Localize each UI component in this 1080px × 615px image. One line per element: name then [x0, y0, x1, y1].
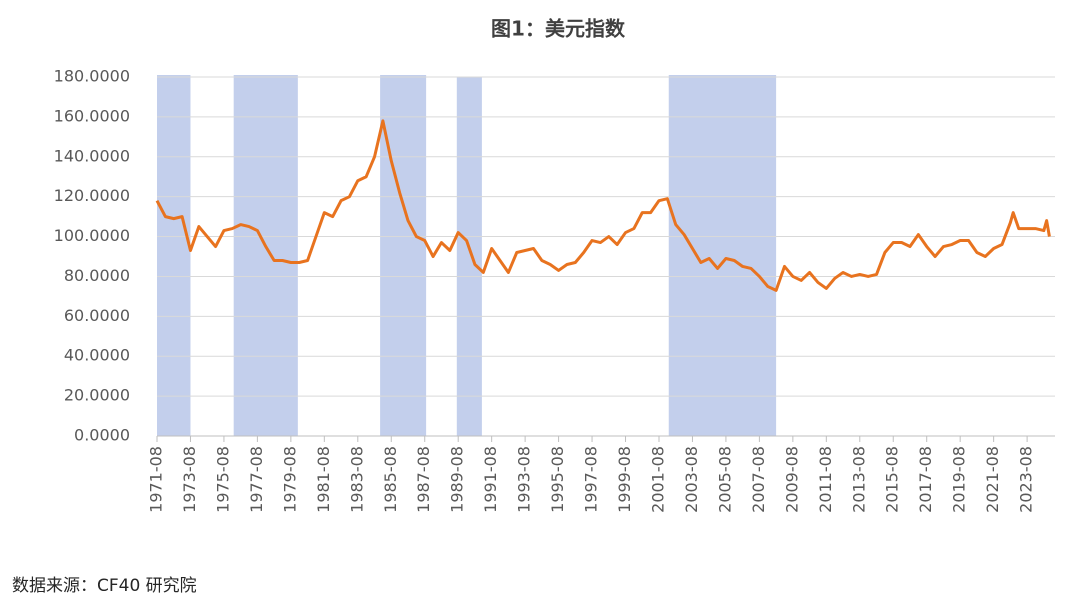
x-tick-label: 1983-08: [347, 446, 366, 513]
x-tick-label: 2023-08: [1017, 446, 1036, 513]
y-tick-label: 60.0000: [64, 306, 130, 325]
y-tick-label: 0.0000: [74, 426, 130, 445]
y-tick-label: 40.0000: [64, 346, 130, 365]
y-tick-label: 100.0000: [54, 226, 130, 245]
x-tick-label: 1995-08: [548, 446, 567, 513]
x-tick-label: 2019-08: [950, 446, 969, 513]
shaded-band: [456, 77, 482, 436]
shaded-band: [380, 75, 427, 436]
x-tick-label: 2003-08: [682, 446, 701, 513]
y-tick-label: 80.0000: [64, 266, 130, 285]
x-tick-label: 1985-08: [381, 446, 400, 513]
x-tick-label: 2005-08: [715, 446, 734, 513]
x-tick-label: 1989-08: [448, 446, 467, 513]
x-tick-label: 2013-08: [849, 446, 868, 513]
x-tick-label: 1977-08: [247, 446, 266, 513]
x-tick-label: 2011-08: [816, 446, 835, 513]
x-tick-label: 1981-08: [314, 446, 333, 513]
x-tick-label: 2021-08: [983, 446, 1002, 513]
y-tick-label: 20.0000: [64, 386, 130, 405]
x-tick-label: 2015-08: [883, 446, 902, 513]
x-tick-label: 1993-08: [515, 446, 534, 513]
y-tick-label: 140.0000: [54, 146, 130, 165]
shaded-band: [668, 75, 777, 436]
x-tick-label: 2001-08: [648, 446, 667, 513]
x-tick-label: 1999-08: [615, 446, 634, 513]
shaded-band: [233, 75, 298, 436]
x-tick-label: 1973-08: [180, 446, 199, 513]
x-tick-label: 2007-08: [749, 446, 768, 513]
x-tick-label: 1997-08: [582, 446, 601, 513]
x-tick-label: 1979-08: [280, 446, 299, 513]
x-tick-label: 1987-08: [414, 446, 433, 513]
x-tick-label: 2009-08: [782, 446, 801, 513]
source-note: 数据来源：CF40 研究院: [12, 576, 197, 596]
shaded-band: [157, 75, 191, 436]
x-tick-label: 2017-08: [916, 446, 935, 513]
x-tick-label: 1971-08: [147, 446, 166, 513]
y-tick-label: 120.0000: [54, 186, 130, 205]
chart-title: 图1：美元指数: [491, 17, 626, 41]
x-tick-label: 1991-08: [481, 446, 500, 513]
data-line: [155, 119, 1051, 292]
y-tick-label: 180.0000: [54, 67, 130, 86]
x-tick-label: 1975-08: [213, 446, 232, 513]
y-tick-label: 160.0000: [54, 106, 130, 125]
